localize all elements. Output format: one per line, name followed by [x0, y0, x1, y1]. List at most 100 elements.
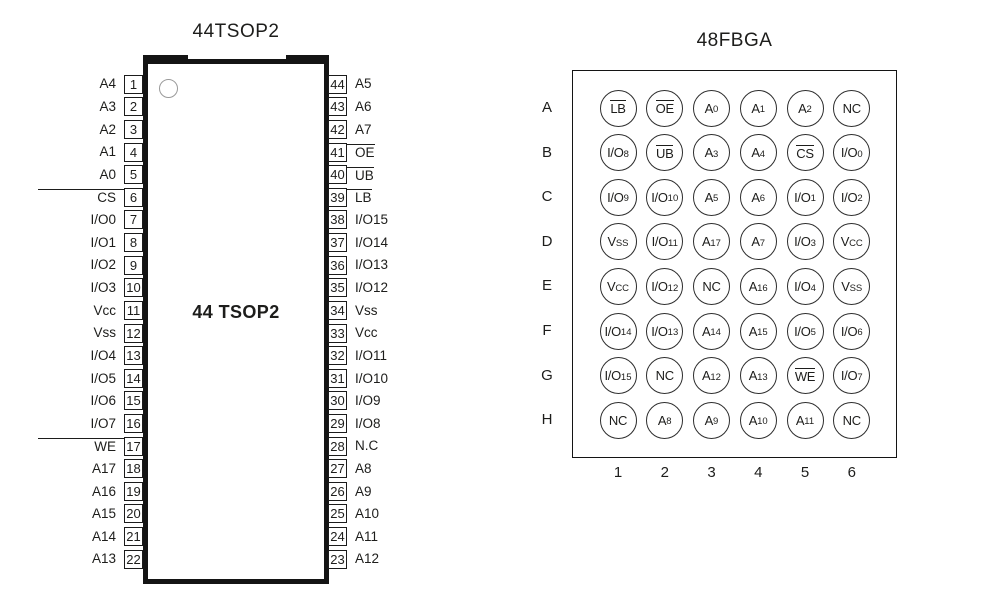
pin-number-box-13: 13 — [124, 346, 143, 366]
ball-label-F3: A — [702, 323, 711, 339]
tsop-pin-row-7: I/O0 7 — [38, 210, 143, 230]
ball-label-sub-B1: 8 — [623, 148, 629, 160]
pin-label-28: N.C — [355, 438, 379, 454]
pin-label-30: I/O9 — [355, 393, 381, 409]
pin-number-42: 42 — [330, 121, 345, 137]
ball-C6: I/O 2 — [833, 178, 871, 216]
ball-label-sub-F1: 14 — [620, 327, 632, 339]
pin-number-31: 31 — [330, 370, 345, 386]
ball-label-E1: V — [606, 278, 616, 294]
ball-label-C2: I/O — [651, 189, 668, 205]
ball-label-D3: A — [702, 234, 711, 250]
pin-number-16: 16 — [126, 416, 141, 431]
pin-number-box-4: 4 — [124, 142, 143, 162]
fbga-row-label-F: F — [542, 322, 552, 339]
pin-number-box-5: 5 — [124, 165, 143, 185]
pin-label-3: A2 — [99, 121, 116, 137]
pin-label-26: A9 — [355, 483, 372, 499]
ball-label-sub-A3: 0 — [713, 104, 719, 116]
tsop-pin-row-14: I/O5 14 — [38, 368, 143, 388]
ball-D2: I/O 11 — [646, 223, 684, 261]
fbga-row-label-C: C — [541, 188, 553, 206]
ball-G6: I/O 7 — [833, 357, 871, 395]
pin-number-17: 17 — [126, 438, 141, 454]
tsop-pin-row-5: A0 5 — [38, 165, 143, 185]
pin-number-box-3: 3 — [124, 119, 143, 139]
tsop-pin-row-44: 44 A5 — [328, 74, 448, 94]
ball-label-sub-F3: 14 — [710, 327, 721, 339]
ball-label-F6: I/O — [840, 323, 858, 339]
ball-label-F1: I/O — [604, 323, 621, 339]
tsop-pin-row-39: 39 LB — [328, 187, 448, 207]
ball-label-sub-D4: 7 — [759, 238, 766, 250]
pin-number-14: 14 — [126, 370, 141, 386]
tsop-pin-row-26: 26 A9 — [328, 481, 448, 501]
tsop-pin-row-19: A16 19 — [38, 481, 143, 501]
pin-number-10: 10 — [126, 280, 141, 296]
ball-label-A4: A — [751, 100, 760, 116]
ball-label-sub-C6: 2 — [857, 193, 863, 205]
pin-label-40: UB — [347, 166, 374, 183]
pin-number-box-15: 15 — [124, 391, 143, 411]
pin-label-20: A15 — [91, 506, 116, 522]
fbga-row-label-H: H — [541, 411, 553, 429]
pin-number-4: 4 — [129, 144, 138, 160]
ball-label-G1: I/O — [604, 368, 621, 384]
ball-label-C1: I/O — [607, 189, 624, 205]
ball-label-sub-B3: 3 — [713, 148, 719, 160]
pin-label-16: I/O7 — [90, 415, 116, 431]
pin-label-39: LB — [347, 189, 372, 205]
tsop-pin-row-10: I/O3 10 — [38, 278, 143, 298]
ball-G4: A 13 — [739, 357, 777, 395]
pin-number-5: 5 — [129, 167, 138, 183]
ball-label-sub-G6: 7 — [857, 371, 863, 383]
pin-number-33: 33 — [330, 325, 345, 341]
pin-label-41: OE — [347, 143, 375, 160]
ball-label-H6: NC — [842, 412, 861, 428]
pin-number-6: 6 — [129, 189, 138, 205]
pin-number-37: 37 — [330, 235, 345, 251]
fbga-col-label-3: 3 — [707, 464, 716, 481]
pin-label-2: A3 — [99, 99, 116, 115]
pin-number-20: 20 — [126, 506, 141, 522]
pin-number-box-17: 17 — [124, 436, 143, 456]
ball-label-D5: I/O — [794, 234, 811, 250]
pin-label-34: Vss — [355, 302, 378, 318]
pin-number-2: 2 — [129, 99, 138, 115]
ball-F5: I/O 5 — [786, 312, 824, 350]
ball-label-sub-F6: 6 — [857, 327, 863, 339]
tsop-pin-row-8: I/O1 8 — [38, 233, 143, 253]
pin-number-box-10: 10 — [124, 278, 143, 298]
pin-number-box-23: 23 — [328, 549, 347, 569]
ball-label-E5: I/O — [794, 278, 811, 294]
pin-number-box-19: 19 — [124, 481, 143, 501]
ball-label-sub-F2: 13 — [667, 327, 679, 339]
pin-number-41: 41 — [330, 144, 345, 160]
fbga-outline — [572, 70, 897, 458]
pin-label-29: I/O8 — [355, 415, 381, 431]
pin-label-24: A11 — [355, 528, 379, 544]
ball-label-sub-E4: 16 — [757, 282, 768, 294]
tsop-pin-row-2: A3 2 — [38, 97, 143, 117]
pin-number-36: 36 — [330, 257, 345, 273]
pin-number-box-33: 33 — [328, 323, 347, 343]
ball-label-H5: A — [795, 412, 805, 428]
tsop-pin-row-42: 42 A7 — [328, 119, 448, 139]
pin-label-31: I/O10 — [355, 370, 389, 386]
ball-label-H4: A — [748, 412, 758, 428]
ball-label-sub-D1: SS — [615, 238, 629, 250]
pin-number-box-8: 8 — [124, 233, 143, 253]
ball-label-G5: WE — [794, 367, 816, 384]
ball-E5: I/O 4 — [786, 267, 824, 305]
pin-number-box-24: 24 — [328, 527, 347, 547]
ball-label-sub-D2: 11 — [668, 238, 678, 250]
pin-number-35: 35 — [330, 280, 345, 296]
ball-label-sub-G1: 15 — [620, 371, 632, 383]
tsop-package-outline — [143, 59, 329, 584]
pin-number-8: 8 — [129, 235, 138, 251]
pin-label-7: I/O0 — [90, 212, 116, 228]
pin-number-box-2: 2 — [124, 97, 143, 117]
pin-label-12: Vss — [93, 325, 116, 341]
